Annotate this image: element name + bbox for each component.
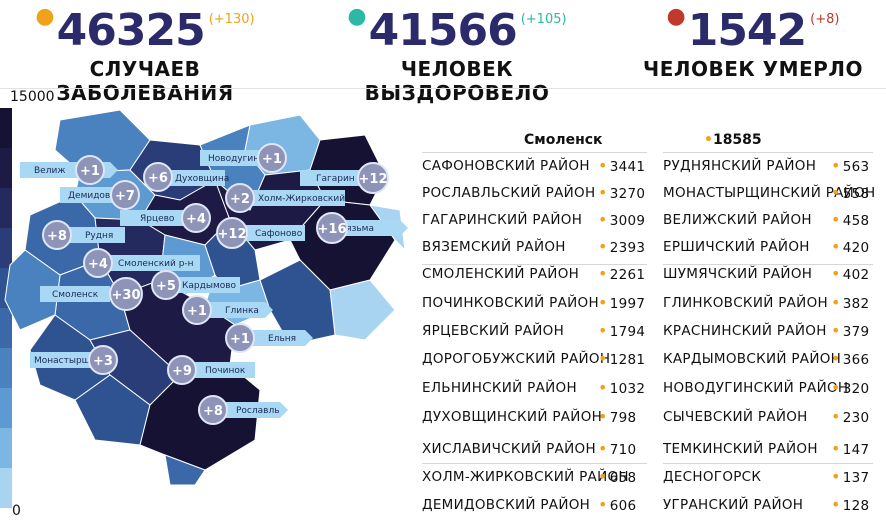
map-label: Ярцево [140,214,175,224]
legend-min: 0 [12,503,21,519]
header-divider [0,88,886,89]
cases-value: 46325 [56,5,206,56]
deaths-caption: ЧЕЛОВЕК УМЕРЛО [643,57,863,81]
map-label: Рославль [236,406,280,416]
map-delta: +12 [359,172,388,187]
map-label: Вязьма [340,224,374,234]
color-legend [0,108,12,508]
map-label: Смоленский р-н [118,259,194,269]
table-row: НОВОДУГИНСКИЙ РАЙОН • 320 [663,378,870,397]
map-delta: +6 [148,171,168,186]
table-row: ДОРОГОБУЖСКИЙ РАЙОН • 1281 [422,349,646,368]
table-row: ДЕМИДОВСКИЙ РАЙОН • 606 [422,495,637,514]
map-bubbles: +1 +7 +6 +1 +12 +2 +4 +8 +12 +16 +4 +5 +… [42,143,389,425]
region-ershichi[interactable] [164,454,206,486]
map-label: Кардымово [182,281,237,291]
map-delta: +2 [230,192,250,207]
table-row: ХОЛМ-ЖИРКОВСКИЙ РАЙОН • 658 [422,467,637,486]
map-label: Монастырщина [34,356,107,366]
table-row: ГАГАРИНСКИЙ РАЙОН • 3009 [422,210,646,229]
map-label: Ельня [268,334,296,344]
map-delta: +7 [115,189,135,204]
stat-deaths: ●1542 (+8) ЧЕЛОВЕК УМЕРЛО [628,4,878,81]
table-row: ХИСЛАВИЧСКИЙ РАЙОН • 710 [422,439,637,458]
table-row: ДЕСНОГОРСК • 137 [663,467,870,486]
table-row: КАРДЫМОВСКИЙ РАЙОН • 366 [663,349,870,368]
table-row: РУДНЯНСКИЙ РАЙОН • 563 [663,156,870,175]
map-delta: +3 [93,354,113,369]
table-row: ТЕМКИНСКИЙ РАЙОН • 147 [663,439,870,458]
map-delta: +1 [230,332,250,347]
table-row: РОСЛАВЛЬСКИЙ РАЙОН • 3270 [422,183,646,202]
deaths-value: 1542 [687,5,807,56]
table-row: КРАСНИНСКИЙ РАЙОН • 379 [663,321,870,340]
table-row: СЫЧЕВСКИЙ РАЙОН • 230 [663,407,870,426]
map-label: Велиж [34,166,65,176]
map-delta: +8 [47,229,67,244]
map-delta: +1 [80,164,100,179]
stat-cases: ●46325 (+130) СЛУЧАЕВ ЗАБОЛЕВАНИЯ [10,4,280,105]
map-label: Новодугино [208,154,265,164]
map-delta: +1 [262,152,282,167]
map-delta: +4 [186,212,206,227]
dot-icon: ● [347,4,367,29]
recovered-delta: (+105) [520,12,567,27]
map-delta: +12 [218,227,247,242]
stat-recovered: ●41566 (+105) ЧЕЛОВЕК ВЫЗДОРОВЕЛО [322,4,592,105]
map-label: Починок [205,366,246,376]
map-delta: +30 [112,288,141,303]
table-row: ПОЧИНКОВСКИЙ РАЙОН • 1997 [422,293,646,312]
region-map: Велиж Демидов Духовщина Новодугино Гагар… [4,109,408,486]
map-label: Духовщина [175,174,229,184]
map-callouts: Велиж Демидов Духовщина Новодугино Гагар… [20,150,408,418]
city-name: Смоленск [524,132,603,148]
city-value: •18585 [704,132,762,148]
table-row: ВЕЛИЖСКИЙ РАЙОН • 458 [663,210,870,229]
map-delta: +9 [172,364,192,379]
table-row: ЕРШИЧСКИЙ РАЙОН • 420 [663,237,870,256]
table-row: МОНАСТЫРЩИНСКИЙ РАЙОН • 558 [663,183,876,202]
table-row: ЯРЦЕВСКИЙ РАЙОН • 1794 [422,321,646,340]
table-row: ГЛИНКОВСКИЙ РАЙОН • 382 [663,293,870,312]
table-row: ДУХОВЩИНСКИЙ РАЙОН • 798 [422,407,637,426]
map-label: Смоленск [52,290,99,300]
table-row: УГРАНСКИЙ РАЙОН • 128 [663,495,870,514]
cases-caption: СЛУЧАЕВ ЗАБОЛЕВАНИЯ [56,57,234,105]
map-delta: +16 [318,222,347,237]
map-delta: +4 [88,257,108,272]
legend-max: 15000 [10,89,55,105]
map-label: Демидов [68,191,110,201]
dot-icon: ● [35,4,55,29]
region-ugra[interactable] [329,279,396,341]
map-delta: +8 [203,404,223,419]
map-delta: +1 [187,304,207,319]
map-label: Холм-Жирковский [258,194,345,204]
recovered-value: 41566 [368,5,518,56]
map-label: Сафоново [255,229,303,239]
table-row: САФОНОВСКИЙ РАЙОН • 3441 [422,156,646,175]
deaths-delta: (+8) [810,12,840,27]
map-label: Рудня [85,231,113,241]
dot-icon: ● [666,4,686,29]
bullet-icon: • [704,132,713,148]
map-delta: +5 [156,279,176,294]
city-value-text: 18585 [712,132,762,148]
table-row: ШУМЯЧСКИЙ РАЙОН • 402 [663,264,870,283]
table-row: СМОЛЕНСКИЙ РАЙОН • 2261 [422,264,646,283]
map-label: Гагарин [316,174,355,184]
map-label: Глинка [225,306,259,316]
table-row: ВЯЗЕМСКИЙ РАЙОН • 2393 [422,237,646,256]
recovered-caption: ЧЕЛОВЕК ВЫЗДОРОВЕЛО [364,57,550,105]
table-row: ЕЛЬНИНСКИЙ РАЙОН • 1032 [422,378,646,397]
cases-delta: (+130) [208,12,255,27]
